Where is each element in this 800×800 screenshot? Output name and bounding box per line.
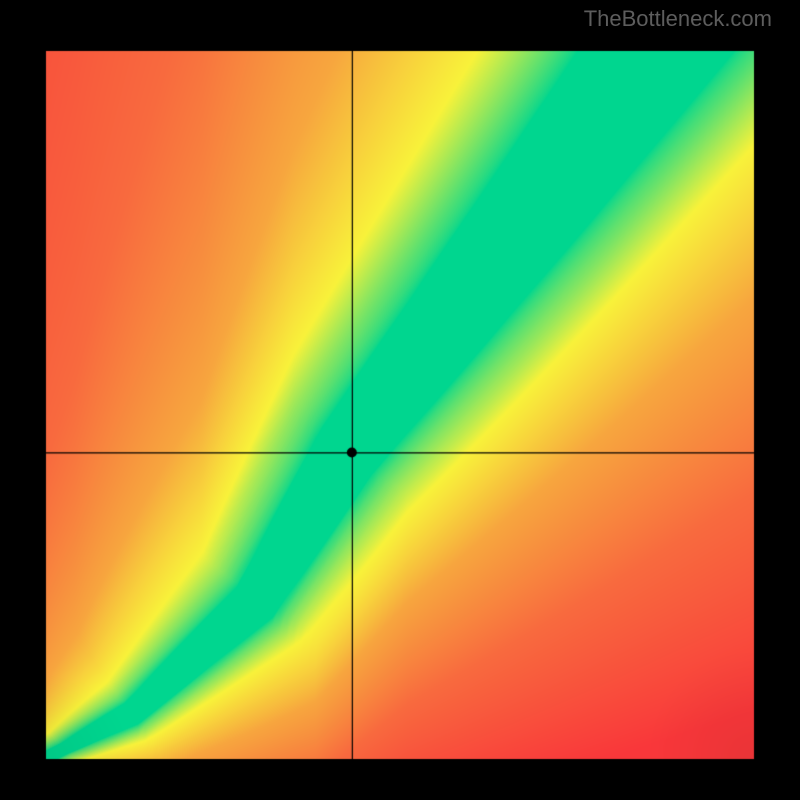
- bottleneck-heatmap: [0, 0, 800, 800]
- chart-container: TheBottleneck.com: [0, 0, 800, 800]
- watermark-text: TheBottleneck.com: [584, 6, 772, 32]
